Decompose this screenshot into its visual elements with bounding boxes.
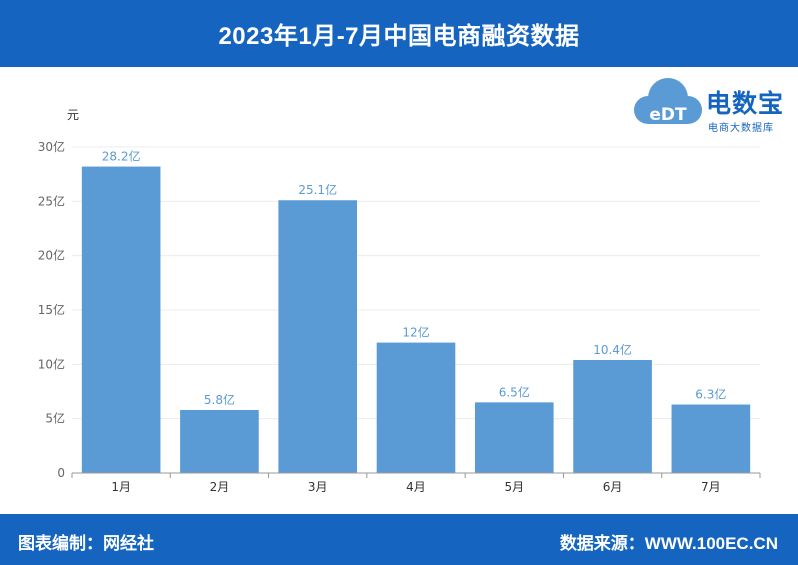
data-label: 12亿 bbox=[402, 325, 429, 340]
bar bbox=[474, 402, 554, 473]
x-tick-label: 1月 bbox=[111, 480, 131, 494]
y-tick-label: 15亿 bbox=[38, 302, 65, 317]
footer-source: 数据来源：WWW.100EC.CN bbox=[559, 534, 778, 553]
x-tick-label: 2月 bbox=[210, 480, 230, 494]
x-tick-label: 5月 bbox=[504, 480, 524, 494]
x-tick-label: 4月 bbox=[406, 480, 426, 494]
y-tick-label: 5亿 bbox=[45, 411, 65, 426]
footer-credit: 图表编制：网经社 bbox=[18, 534, 154, 553]
bar-chart: 元 0 5亿 10亿 15亿 20亿 25亿 30亿 28.2亿 1月 5.8亿 2月 25.1亿 3月 1… bbox=[38, 108, 761, 494]
data-label: 28.2亿 bbox=[102, 149, 141, 164]
bar bbox=[180, 409, 259, 473]
chart-area: 元 0 5亿 10亿 15亿 20亿 25亿 30亿 28.2亿 1月 5.8亿 2月 25.1亿 3月 1… bbox=[0, 67, 798, 514]
x-tick-label: 3月 bbox=[308, 480, 328, 494]
data-label: 6.5亿 bbox=[499, 384, 530, 399]
bar bbox=[278, 200, 358, 473]
logo-subtitle: 电商大数据库 bbox=[708, 123, 774, 134]
y-tick-label: 0 bbox=[57, 466, 65, 480]
data-label: 10.4亿 bbox=[593, 342, 632, 357]
y-tick-label: 30亿 bbox=[38, 139, 65, 154]
data-label: 25.1亿 bbox=[298, 182, 337, 197]
y-axis-label: 元 bbox=[67, 108, 79, 122]
chart-title: 2023年1月-7月中国电商融资数据 bbox=[218, 23, 580, 50]
bar bbox=[573, 359, 652, 473]
cloud-logo-icon: eDT bbox=[634, 78, 702, 125]
x-tick-label: 7月 bbox=[701, 480, 721, 494]
data-label: 5.8亿 bbox=[204, 392, 235, 407]
logo-brand: 电数宝 bbox=[706, 89, 785, 118]
y-tick-label: 25亿 bbox=[38, 193, 65, 208]
y-tick-label: 10亿 bbox=[38, 356, 65, 371]
chart-header: 2023年1月-7月中国电商融资数据 bbox=[0, 0, 798, 67]
logo: eDT 电数宝 电商大数据库 bbox=[628, 74, 788, 134]
data-label: 6.3亿 bbox=[695, 387, 726, 402]
bar bbox=[81, 166, 161, 473]
bar bbox=[376, 342, 456, 473]
x-tick-label: 6月 bbox=[603, 480, 623, 494]
bar bbox=[671, 404, 751, 473]
y-tick-label: 20亿 bbox=[38, 248, 65, 263]
logo-mark-text: eDT bbox=[649, 105, 687, 125]
chart-footer: 图表编制：网经社 数据来源：WWW.100EC.CN bbox=[0, 514, 798, 565]
